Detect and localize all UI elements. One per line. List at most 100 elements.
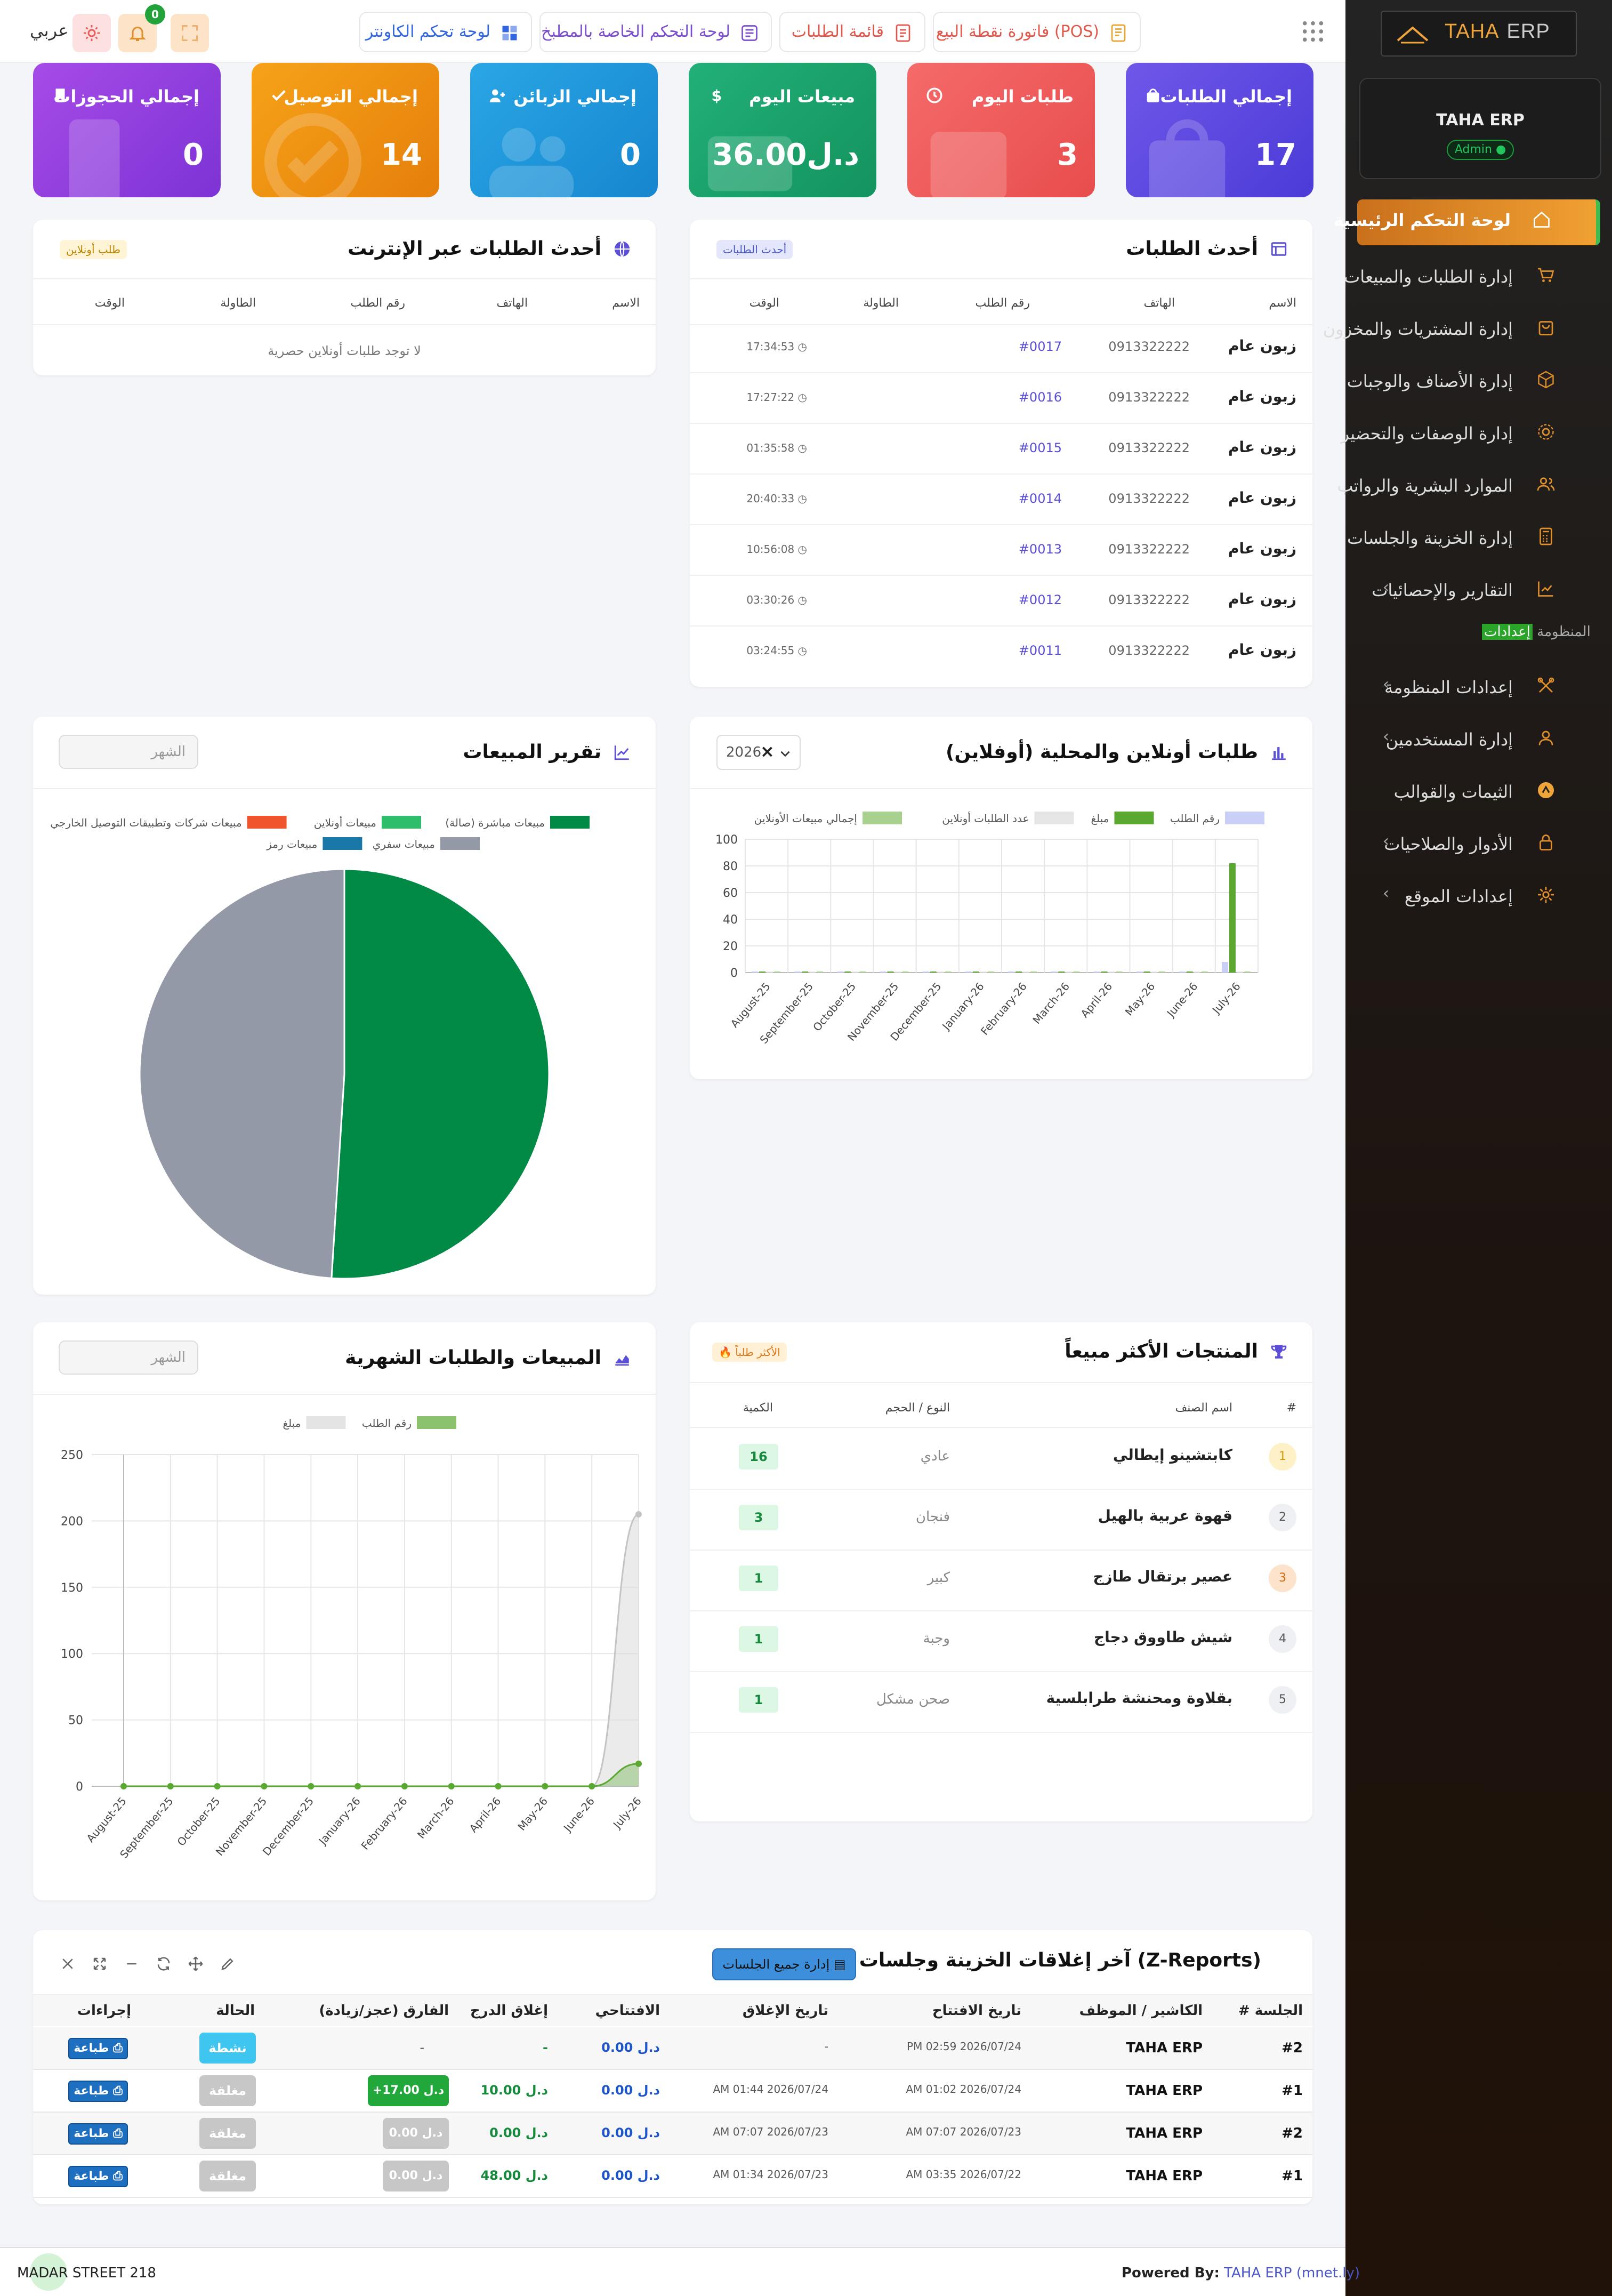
legend-label: رقم الطلب <box>362 1417 412 1430</box>
sidebar-item-system-settings[interactable]: إعدادات المنظومة ‹ <box>1358 665 1609 708</box>
order-number[interactable]: #0011 <box>1018 643 1062 658</box>
bar <box>1093 972 1100 973</box>
kitchen-dashboard-button[interactable]: لوحة التحكم الخاصة بالمطبخ <box>539 12 772 52</box>
product-type: عادي <box>920 1448 950 1464</box>
clear-icon[interactable]: × <box>760 741 775 761</box>
sidebar-item-hr[interactable]: الموارد البشرية والرواتب <box>1337 464 1609 507</box>
expand-icon[interactable] <box>92 1956 108 1972</box>
order-number[interactable]: #0012 <box>1018 592 1062 607</box>
order-number[interactable]: #0015 <box>1018 440 1062 455</box>
sidebar-item-purchases[interactable]: إدارة المشتريات والمخزون <box>1323 307 1609 350</box>
legend-item[interactable]: مبيعات شركات وتطبيقات التوصيل الخارجي <box>50 816 287 830</box>
manage-sessions-button[interactable]: إدارة جميع الجلسات ▤ <box>712 1948 856 1980</box>
product-name: قهوة عربية بالهيل <box>1098 1507 1232 1524</box>
sidebar-item-themes[interactable]: الثيمات والقوالب <box>1358 770 1609 813</box>
panel-title: آخر إغلاقات الخزينة وجلسات العمل (Z-Repo… <box>797 1949 1261 1971</box>
customer-phone: 0913322222 <box>1108 491 1190 506</box>
x-tick-label: July-26 <box>610 1795 644 1832</box>
row-divider <box>690 1610 1312 1611</box>
sidebar-item-site-settings[interactable]: إعدادات الموقع ‹ <box>1358 874 1609 917</box>
sidebar-item-treasury[interactable]: إدارة الخزينة والجلسات <box>1347 516 1609 559</box>
bar <box>880 972 886 973</box>
print-button[interactable]: طباعة ⎙ <box>68 2081 128 2102</box>
stat-value: 14 <box>381 138 422 172</box>
bar <box>965 972 972 973</box>
col-header-diff: الفارق (عجز/زيادة) <box>319 2003 449 2019</box>
sidebar-item-label: الثيمات والقوالب <box>1393 782 1513 802</box>
legend-item[interactable]: إجمالي مبيعات الأونلاين <box>754 812 902 825</box>
language-switch[interactable]: عربي <box>30 20 69 41</box>
bar <box>1186 972 1193 973</box>
edit-icon[interactable] <box>220 1956 236 1972</box>
sidebar-item-items[interactable]: إدارة الأصناف والوجبات <box>1347 359 1609 402</box>
stat-total-customers[interactable]: إجمالي الزبائن 0 <box>470 63 658 197</box>
orders-list-button[interactable]: قائمة الطلبات <box>779 12 925 52</box>
sidebar-item-reports[interactable]: التقارير والإحصائيات ‹ <box>1358 568 1609 611</box>
month-select[interactable]: الشهر <box>59 735 198 769</box>
customer-phone: 0913322222 <box>1108 643 1190 658</box>
stat-total-orders[interactable]: إجمالي الطلبات 17 <box>1126 63 1313 197</box>
legend-item[interactable]: مبيعات أونلاين <box>314 816 421 829</box>
legend-item[interactable]: مبيعات مباشرة (صالة) <box>445 816 590 829</box>
sidebar-item-dashboard[interactable]: لوحة التحكم الرئيسية <box>1333 199 1600 245</box>
stat-total-delivery[interactable]: إجمالي التوصيل 14 <box>252 63 439 197</box>
bar <box>1201 972 1208 973</box>
sidebar-item-users[interactable]: إدارة المستخدمين ‹ <box>1358 718 1609 760</box>
year-select[interactable]: 2026 × <box>716 735 801 770</box>
legend-item[interactable]: مبيعات رمز <box>266 837 362 850</box>
order-number[interactable]: #0013 <box>1018 542 1062 557</box>
orders-chart-panel: طلبات أونلاين والمحلية (أوفلاين) 2026 × … <box>690 717 1312 1079</box>
legend-item[interactable]: عدد الطلبات أونلاين <box>942 812 1074 825</box>
stat-total-reservations[interactable]: إجمالي الحجوزات 0 <box>33 63 221 197</box>
sidebar-item-recipes[interactable]: إدارة الوصفات والتحضير <box>1341 412 1609 454</box>
manage-sessions-label: إدارة جميع الجلسات <box>722 1957 830 1972</box>
powered-by-link[interactable]: TAHA ERP (mnet.ly) <box>1224 2265 1360 2281</box>
move-icon[interactable] <box>188 1956 204 1972</box>
legend-item[interactable]: رقم الطلب <box>1170 812 1264 825</box>
qty-badge: 16 <box>739 1444 778 1470</box>
pos-invoice-button[interactable]: فاتورة نقطة البيع (POS) <box>933 12 1141 52</box>
close-icon[interactable] <box>60 1956 76 1972</box>
divider <box>690 1427 1312 1428</box>
bar <box>1158 972 1165 973</box>
theme-toggle-button[interactable] <box>72 14 111 52</box>
fullscreen-button[interactable] <box>171 14 209 52</box>
month-select[interactable]: الشهر <box>59 1340 198 1375</box>
home-icon <box>1534 211 1550 228</box>
legend-item[interactable]: مبيعات سفري <box>373 837 480 851</box>
order-number[interactable]: #0014 <box>1018 491 1062 506</box>
sidebar-item-orders[interactable]: إدارة الطلبات والمبيعات <box>1344 255 1609 298</box>
minimize-icon[interactable] <box>124 1956 140 1972</box>
stat-today-sales[interactable]: مبيعات اليوم $ 36.00د.ل <box>689 63 876 197</box>
calendar-bg-icon <box>930 132 1007 197</box>
bag-icon <box>1538 321 1553 335</box>
pie-slice <box>331 868 550 1280</box>
status-badge: مغلقة <box>199 2075 256 2106</box>
apps-grid-icon[interactable] <box>1301 19 1325 44</box>
print-button[interactable]: طباعة ⎙ <box>68 2166 128 2187</box>
bar <box>759 972 766 973</box>
refresh-icon[interactable] <box>156 1956 172 1972</box>
bar <box>802 972 809 973</box>
stat-today-orders[interactable]: طلبات اليوم 3 <box>907 63 1095 197</box>
sidebar-item-label: إدارة المشتريات والمخزون <box>1323 319 1513 339</box>
print-button[interactable]: طباعة ⎙ <box>68 2123 128 2145</box>
print-button[interactable]: طباعة ⎙ <box>68 2038 128 2059</box>
col-header-time: الوقت <box>94 296 125 310</box>
x-tick-label: February-26 <box>359 1795 410 1852</box>
globe-icon <box>614 241 630 257</box>
legend-item[interactable]: رقم الطلب <box>362 1416 456 1430</box>
bar <box>980 972 987 973</box>
bar <box>902 972 909 973</box>
cashier-name: TAHA ERP <box>1126 2083 1203 2099</box>
legend-item[interactable]: مبلغ <box>1091 812 1154 825</box>
bar <box>1108 972 1115 973</box>
logo-box[interactable] <box>1381 11 1577 57</box>
counter-dashboard-button[interactable]: لوحة تحكم الكاونتر <box>359 12 532 52</box>
sidebar-item-roles[interactable]: الأدوار والصلاحيات ‹ <box>1358 822 1609 865</box>
bar <box>767 972 773 973</box>
legend-item[interactable]: مبلغ <box>283 1416 346 1430</box>
x-tick-label: March-26 <box>415 1795 457 1841</box>
order-number[interactable]: #0016 <box>1018 390 1062 405</box>
order-number[interactable]: #0017 <box>1018 339 1062 354</box>
